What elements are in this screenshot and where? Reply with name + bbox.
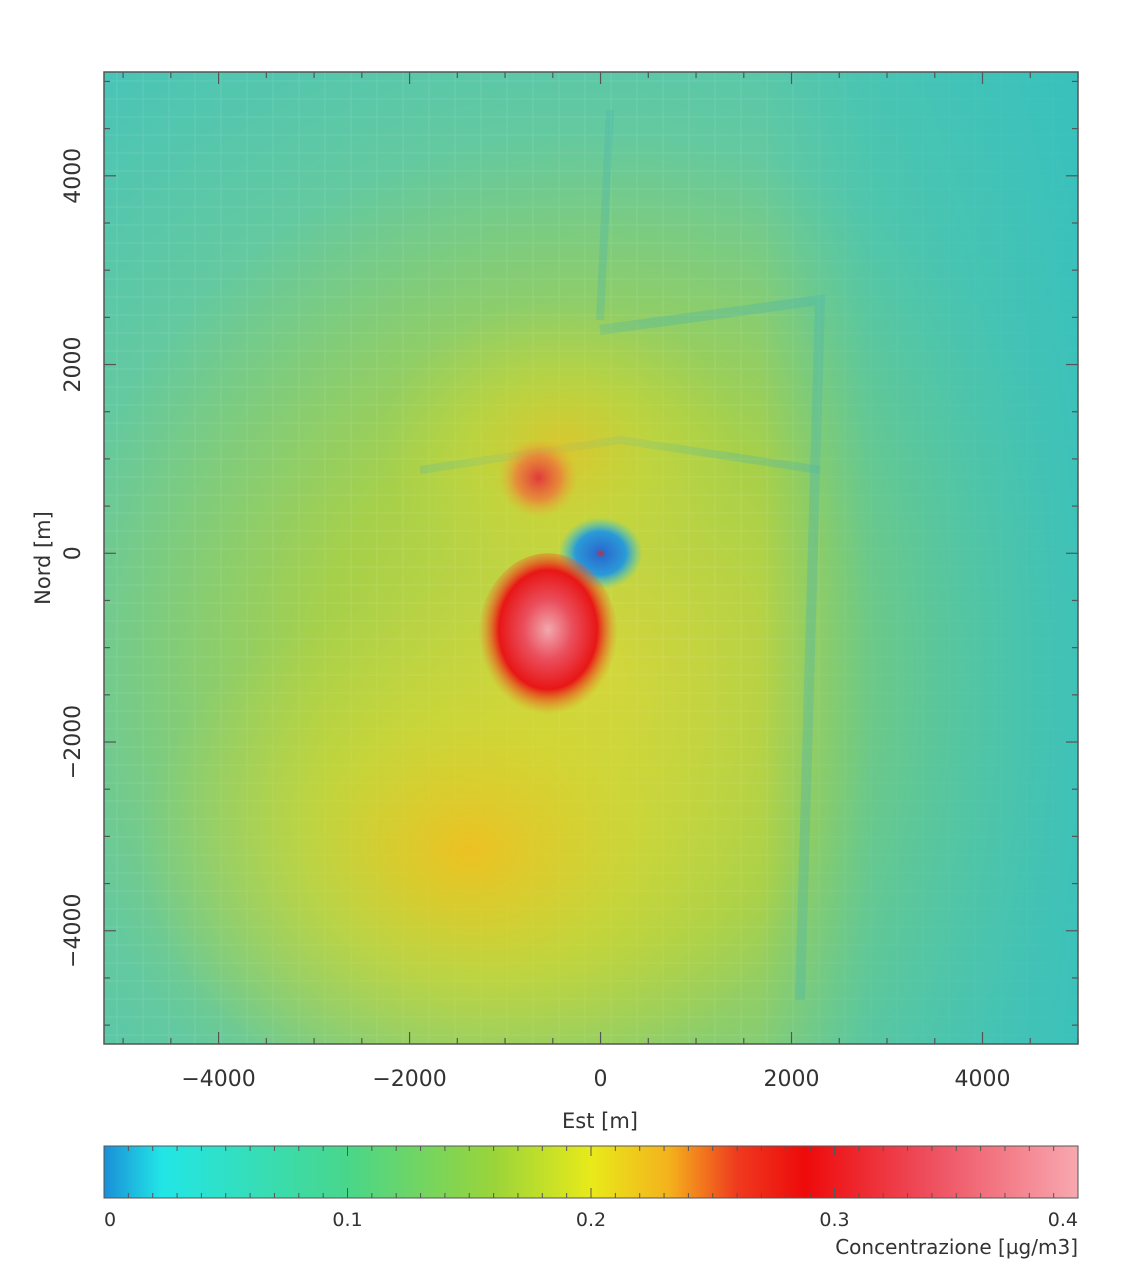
y-axis-title: Nord [m] [31, 511, 55, 605]
x-tick-label: 0 [594, 1067, 608, 1092]
y-tick-label: 4000 [61, 148, 86, 204]
y-tick-label: −2000 [61, 705, 86, 779]
x-axis-title: Est [m] [562, 1109, 638, 1133]
x-tick-label: −2000 [372, 1067, 446, 1092]
x-tick-label: 4000 [955, 1067, 1011, 1092]
colorbar-tick-label: 0.2 [576, 1209, 606, 1231]
x-tick-label: −4000 [181, 1067, 255, 1092]
y-tick-label: −4000 [61, 894, 86, 968]
concentration-feature-2 [498, 437, 579, 518]
colorbar-tick-label: 0 [104, 1209, 116, 1231]
x-tick-label: 2000 [764, 1067, 820, 1092]
colorbar-tick-label: 0.3 [819, 1209, 849, 1231]
colorbar-tick-label: 0.1 [332, 1209, 362, 1231]
y-tick-label: 2000 [61, 337, 86, 393]
colorbar-tick-label: 0.4 [1048, 1209, 1078, 1231]
y-tick-label: 0 [61, 546, 86, 560]
plot-frame [103, 71, 1079, 1045]
concentration-feature-1 [478, 553, 619, 724]
colorbar-title: Concentrazione [µg/m3] [835, 1235, 1078, 1259]
